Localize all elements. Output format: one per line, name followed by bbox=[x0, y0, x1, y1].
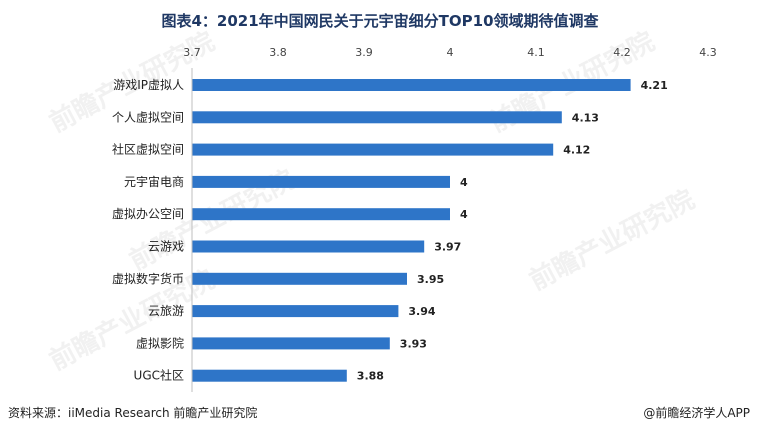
chart-title: 图表4：2021年中国网民关于元宇宙细分TOP10领域期待值调查 bbox=[161, 12, 599, 30]
x-tick-label: 3.8 bbox=[269, 46, 287, 59]
value-label: 3.88 bbox=[357, 370, 384, 383]
x-tick-label: 4.2 bbox=[613, 46, 631, 59]
category-label: 云游戏 bbox=[148, 240, 184, 254]
value-label: 4 bbox=[460, 208, 468, 221]
category-label: 虚拟数字货币 bbox=[112, 271, 184, 286]
category-label: UGC社区 bbox=[134, 368, 184, 383]
category-labels: 游戏IP虚拟人个人虚拟空间社区虚拟空间元宇宙电商虚拟办公空间云游戏虚拟数字货币云… bbox=[112, 78, 184, 383]
category-label: 元宇宙电商 bbox=[124, 174, 184, 189]
bar bbox=[192, 111, 562, 124]
bar bbox=[192, 79, 631, 91]
value-label: 3.93 bbox=[400, 337, 427, 350]
value-label: 4.12 bbox=[563, 144, 590, 157]
bar bbox=[192, 240, 425, 253]
x-tick-label: 4 bbox=[447, 46, 454, 59]
bar bbox=[192, 143, 554, 156]
x-tick-label: 4.3 bbox=[699, 46, 717, 59]
value-labels: 4.21 4.13 4.12 4 4 3.97 3.95 3.94 3.93 3.88 bbox=[357, 79, 668, 383]
bar bbox=[192, 305, 399, 318]
category-label: 个人虚拟空间 bbox=[112, 110, 184, 124]
brand-note: @前瞻经济学人APP bbox=[643, 406, 750, 420]
bar bbox=[192, 272, 407, 285]
bars bbox=[192, 79, 631, 382]
x-tick-label: 3.7 bbox=[183, 46, 201, 59]
bar bbox=[192, 208, 450, 221]
bar bbox=[192, 337, 390, 350]
bar bbox=[192, 369, 347, 382]
category-label: 虚拟办公空间 bbox=[112, 206, 184, 221]
value-label: 4 bbox=[460, 176, 468, 189]
category-label: 社区虚拟空间 bbox=[112, 142, 184, 157]
value-label: 3.95 bbox=[417, 273, 444, 286]
x-axis-ticks: 3.7 3.8 3.9 4 4.1 4.2 4.3 bbox=[183, 46, 717, 59]
x-tick-label: 4.1 bbox=[527, 46, 545, 59]
value-label: 4.13 bbox=[572, 111, 599, 124]
category-label: 云旅游 bbox=[148, 304, 184, 318]
bar-chart: 3.7 3.8 3.9 4 4.1 4.2 4.3 游戏IP虚拟人个人虚拟空间社区虚拟空间元… bbox=[112, 46, 717, 392]
value-label: 3.94 bbox=[408, 305, 435, 318]
source-note: 资料来源：iiMedia Research 前瞻产业研究院 bbox=[8, 406, 258, 420]
value-label: 3.97 bbox=[434, 241, 461, 254]
value-label: 4.21 bbox=[641, 79, 668, 92]
category-label: 虚拟影院 bbox=[136, 336, 184, 350]
bar bbox=[192, 175, 450, 188]
x-tick-label: 3.9 bbox=[355, 46, 373, 59]
category-label: 游戏IP虚拟人 bbox=[113, 78, 184, 92]
